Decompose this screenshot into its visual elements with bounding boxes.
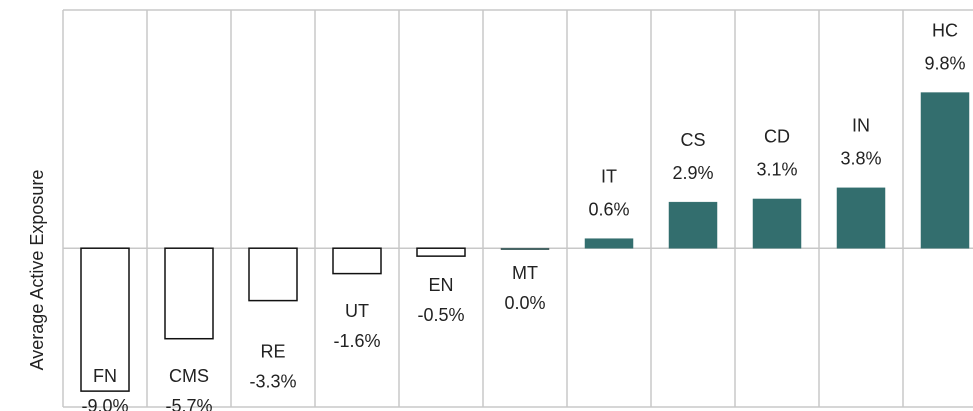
value-label: -9.0% <box>81 396 128 411</box>
bar <box>416 247 466 257</box>
category-label: UT <box>345 301 369 321</box>
bar <box>500 247 550 250</box>
value-label: -3.3% <box>249 372 296 392</box>
value-label: -5.7% <box>165 396 212 411</box>
category-label: CD <box>764 127 790 147</box>
value-label: 2.9% <box>672 163 713 183</box>
category-label: CS <box>680 130 705 150</box>
category-label: FN <box>93 366 117 386</box>
category-label: CMS <box>169 366 209 386</box>
value-label: -0.5% <box>417 305 464 325</box>
category-label: RE <box>260 342 285 362</box>
value-label: 9.8% <box>924 53 965 73</box>
bar <box>836 187 886 249</box>
bar <box>80 247 130 392</box>
value-label: 3.1% <box>756 160 797 180</box>
category-label: MT <box>512 263 538 283</box>
category-label: IT <box>601 166 617 186</box>
category-label: IN <box>852 116 870 136</box>
bar <box>332 247 382 275</box>
bar <box>752 198 802 249</box>
bar <box>584 238 634 249</box>
value-label: 0.6% <box>588 199 629 219</box>
bar <box>668 201 718 249</box>
value-label: -1.6% <box>333 331 380 351</box>
bar <box>248 247 298 302</box>
category-label: EN <box>428 275 453 295</box>
bar <box>164 247 214 340</box>
value-label: 0.0% <box>504 293 545 313</box>
category-label: HC <box>932 20 958 40</box>
value-label: 3.8% <box>840 149 881 169</box>
bar <box>920 92 970 249</box>
y-axis-label: Average Active Exposure <box>27 170 47 371</box>
